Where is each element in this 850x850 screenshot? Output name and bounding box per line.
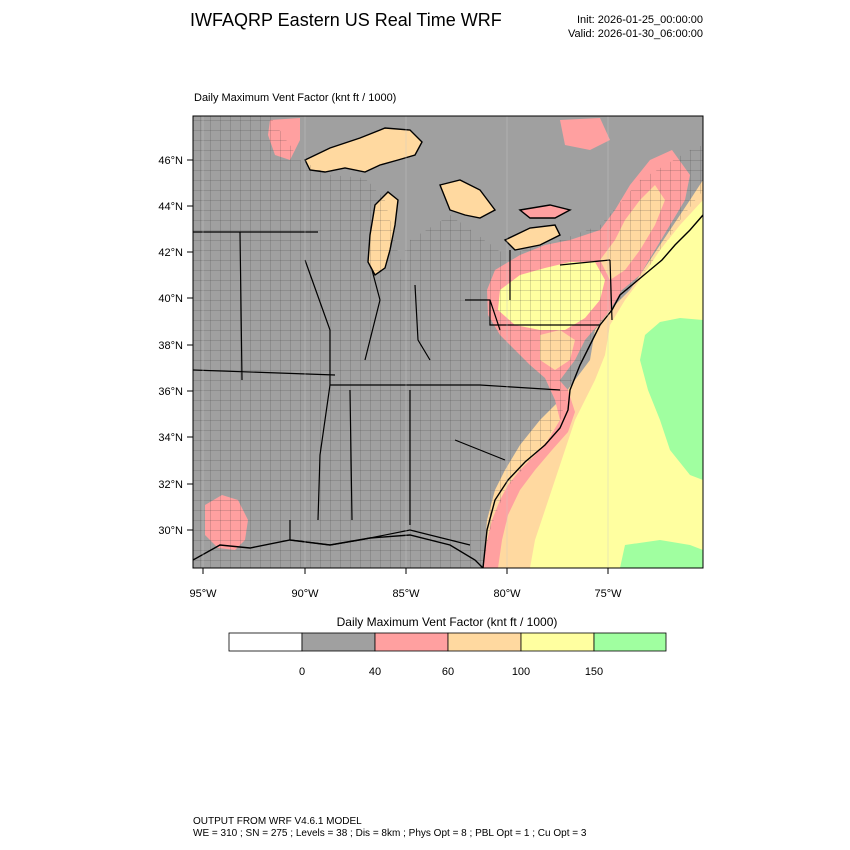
lon-label: 75°W	[594, 588, 622, 600]
legend-tick-label: 60	[442, 666, 454, 678]
legend-swatch	[374, 632, 449, 652]
lake-huron	[440, 180, 495, 218]
lat-axis: 46°N 44°N 42°N 40°N 38°N 36°N 34°N 32°N …	[158, 155, 193, 537]
atlantic-green	[640, 318, 703, 480]
atlantic-green-2	[620, 540, 703, 568]
atlantic-yellow	[530, 200, 703, 568]
lon-label: 90°W	[291, 588, 319, 600]
lat-label: 38°N	[158, 340, 183, 352]
footer-config-line: WE = 310 ; SN = 275 ; Levels = 38 ; Dis …	[193, 828, 587, 839]
lat-label: 40°N	[158, 293, 183, 305]
map-frame	[192, 115, 704, 569]
footer-model-line: OUTPUT FROM WRF V4.6.1 MODEL	[193, 816, 362, 827]
legend-tick-label: 150	[585, 666, 603, 678]
valid-time: Valid: 2026-01-30_06:00:00	[568, 28, 703, 40]
coast-pink-band	[483, 375, 575, 568]
init-time: Init: 2026-01-25_00:00:00	[577, 14, 703, 26]
coastlines	[193, 127, 703, 568]
legend-swatch	[593, 632, 667, 652]
lon-axis: 95°W 90°W 85°W 80°W 75°W	[189, 568, 622, 600]
lat-label: 36°N	[158, 386, 183, 398]
legend-title: Daily Maximum Vent Factor (knt ft / 1000…	[336, 615, 558, 629]
legend-swatch	[447, 632, 522, 652]
legend-tick-label: 100	[512, 666, 530, 678]
lat-label: 34°N	[158, 432, 183, 444]
legend-tick-label: 40	[369, 666, 381, 678]
lat-label: 32°N	[158, 479, 183, 491]
legend-swatch	[301, 632, 376, 652]
legend-tick-label: 0	[299, 666, 305, 678]
lon-label: 80°W	[493, 588, 521, 600]
lon-label: 95°W	[189, 588, 217, 600]
lat-label: 30°N	[158, 525, 183, 537]
lake-erie	[505, 225, 560, 250]
lat-label: 46°N	[158, 155, 183, 167]
graticule	[202, 116, 609, 568]
legend-colorbar: 0 40 60 100 150	[228, 632, 667, 678]
lon-label: 85°W	[392, 588, 420, 600]
lat-label: 44°N	[158, 201, 183, 213]
chart-title: IWFAQRP Eastern US Real Time WRF	[190, 10, 502, 30]
map-area	[193, 116, 703, 568]
lat-label: 42°N	[158, 247, 183, 259]
legend-swatch	[520, 632, 595, 652]
legend-swatch	[228, 632, 303, 652]
canada-pink-patch	[560, 118, 610, 150]
field-title: Daily Maximum Vent Factor (knt ft / 1000…	[194, 92, 397, 104]
